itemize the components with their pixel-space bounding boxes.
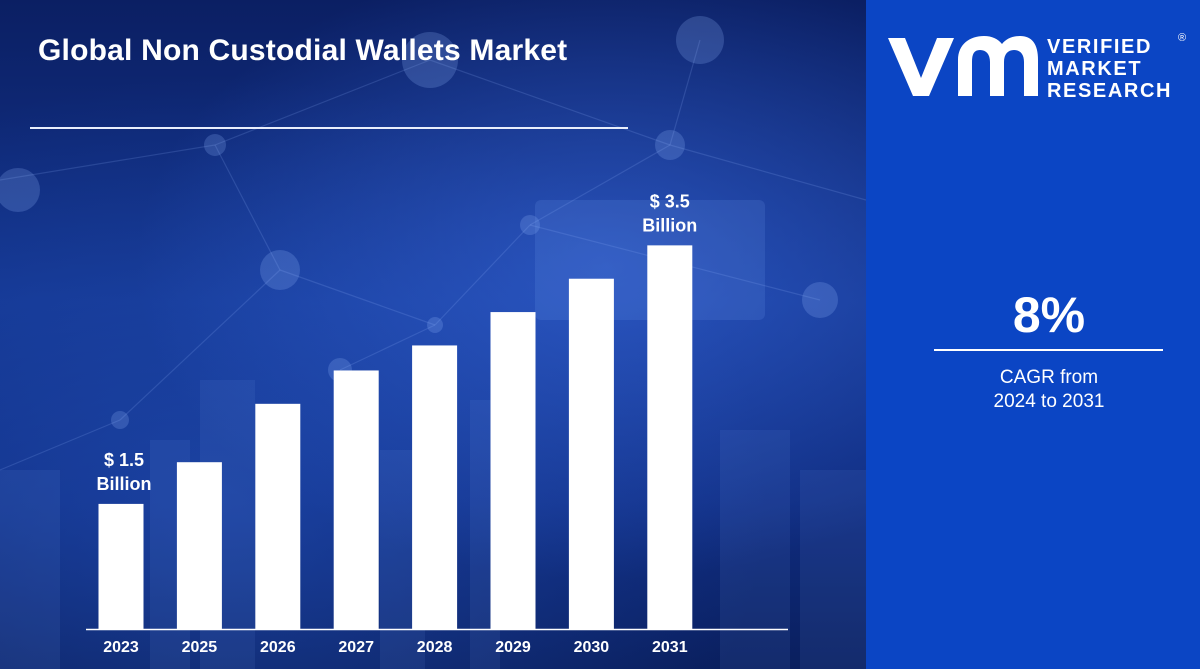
bar-chart: 2023 $ 1.5 Billion 2025 2026 2027 2028 2029 2030… xyxy=(0,0,866,669)
cagr-label-line-2: 2024 to 2031 xyxy=(993,391,1105,412)
brand-name: VERIFIED MARKET RESEARCH xyxy=(1047,36,1172,102)
brand-line-2: MARKET xyxy=(1047,58,1143,80)
x-tick-label-2028: 2028 xyxy=(417,639,453,656)
title-divider xyxy=(30,127,628,129)
bar-2026 xyxy=(255,403,301,629)
brand-line-1: VERIFIED xyxy=(1047,36,1153,58)
bar-2030 xyxy=(568,278,614,629)
brand-line-3: RESEARCH xyxy=(1047,80,1173,102)
cagr-panel xyxy=(866,0,1200,669)
bar-2027 xyxy=(333,370,379,629)
x-tick-label-2031: 2031 xyxy=(652,639,688,656)
x-tick-label-2029: 2029 xyxy=(495,639,531,656)
x-tick-label-2027: 2027 xyxy=(338,639,374,656)
data-label-2031-line-2: Billion xyxy=(642,215,697,235)
vmr-logo-icon xyxy=(888,36,1038,96)
x-tick-label-2023: 2023 xyxy=(103,639,139,656)
bar-2023 xyxy=(98,503,144,629)
bar-2029 xyxy=(490,312,536,629)
bar-2031 xyxy=(647,245,693,630)
bar-2025 xyxy=(176,462,222,629)
bar-2028 xyxy=(412,345,458,629)
registered-mark: ® xyxy=(1178,32,1187,44)
x-tick-label-2026: 2026 xyxy=(260,639,296,656)
chart-panel: Global Non Custodial Wallets Market 2023… xyxy=(0,0,866,669)
cagr-label: CAGR from 2024 to 2031 xyxy=(934,366,1164,414)
data-label-2023-line-2: Billion xyxy=(97,474,152,494)
chart-title: Global Non Custodial Wallets Market xyxy=(38,34,568,67)
data-label-2023-line-1: $ 1.5 xyxy=(104,450,144,470)
cagr-value: 8% xyxy=(1012,287,1086,343)
x-tick-label-2025: 2025 xyxy=(182,639,218,656)
x-tick-label-2030: 2030 xyxy=(574,639,610,656)
cagr-divider xyxy=(934,349,1163,351)
data-label-2031-line-1: $ 3.5 xyxy=(650,191,690,211)
cagr-label-line-1: CAGR from xyxy=(999,367,1099,388)
